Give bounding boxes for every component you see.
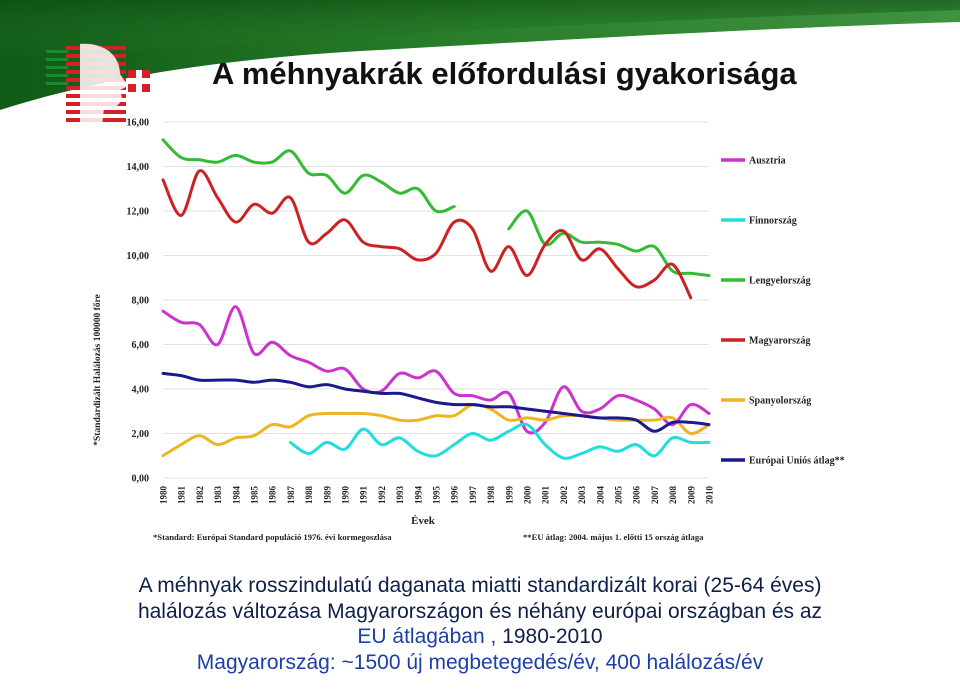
series-line [161, 371, 711, 433]
x-tick-label: 2002 [559, 486, 569, 505]
x-tick-label: 1982 [195, 486, 205, 505]
x-tick-label: 1980 [159, 486, 169, 505]
caption-line: Magyarország: ~1500 új megbetegedés/év, … [196, 650, 764, 674]
series-line [288, 422, 711, 460]
x-tick-label: 1993 [395, 486, 405, 505]
caption-line: A méhnyak rosszindulatú daganata miatti … [138, 574, 822, 597]
series-line [507, 209, 711, 277]
x-tick-label: 1981 [177, 486, 187, 505]
series-line [161, 402, 711, 458]
logo [46, 43, 150, 126]
legend-label: Magyarország [749, 336, 810, 347]
x-tick-label: 1995 [432, 486, 442, 505]
y-axis: 0,00 2,00 4,00 6,00 8,00 10,00 12,00 14,00 16,00 [127, 118, 709, 485]
caption: A méhnyak rosszindulatú daganata miatti … [0, 573, 960, 675]
legend-label: Finnország [749, 216, 797, 227]
y-tick-label: 0,00 [132, 474, 150, 485]
x-tick-label: 1991 [359, 486, 369, 505]
line-chart: 0,00 2,00 4,00 6,00 8,00 10,00 12,00 14,00 16,00… [93, 118, 845, 543]
x-tick-label: 1987 [286, 486, 296, 505]
legend-label: Spanyolország [749, 396, 811, 407]
x-tick-label: 2006 [632, 486, 642, 505]
x-tick-label: 2001 [541, 486, 551, 505]
y-tick-label: 4,00 [132, 385, 150, 396]
series-line [161, 305, 711, 435]
x-tick-label: 1988 [304, 486, 314, 505]
x-tick-label: 1984 [231, 486, 241, 505]
legend-label: Ausztria [749, 156, 786, 167]
legend: Ausztria Finnország Lengyelország Magyarors… [721, 156, 845, 467]
y-axis-label: *Standardizált Halálozás 100000 főre [93, 294, 103, 446]
x-tick-label: 1989 [322, 486, 332, 505]
x-tick-label: 2004 [595, 486, 605, 505]
series-line [161, 169, 693, 300]
caption-eu-average: EU átlagában , [357, 625, 497, 648]
y-tick-label: 12,00 [127, 207, 150, 218]
caption-line: halálozás változása Magyarországon és né… [137, 599, 823, 623]
x-tick-label: 1999 [504, 486, 514, 505]
x-tick-label: 1985 [250, 486, 260, 505]
y-tick-label: 6,00 [132, 340, 150, 351]
x-tick-label: 1992 [377, 486, 387, 505]
header-banner [0, 0, 960, 115]
x-tick-label: 1986 [268, 486, 278, 505]
x-tick-label: 2008 [668, 486, 678, 505]
x-tick-label: 2003 [577, 486, 587, 505]
x-tick-label: 1996 [450, 486, 460, 505]
caption-period: 1980-2010 [496, 625, 603, 648]
logo-green-stripes [46, 50, 68, 85]
footnote-eu-average: **EU átlag: 2004. május 1. előtti 15 ors… [523, 532, 704, 542]
legend-label: Lengyelország [749, 276, 811, 287]
plot-area [161, 138, 711, 460]
y-tick-label: 14,00 [127, 162, 150, 173]
series-line [161, 138, 456, 214]
x-tick-label: 2007 [650, 486, 660, 505]
x-tick-label: 1994 [413, 486, 423, 505]
y-tick-label: 16,00 [127, 118, 150, 129]
x-tick-label: 2000 [523, 486, 533, 505]
x-tick-label: 1997 [468, 486, 478, 505]
slide-title: A méhnyakrák előfordulási gyakorisága [212, 56, 797, 91]
y-tick-label: 8,00 [132, 296, 150, 307]
x-tick-label: 2009 [686, 486, 696, 505]
x-tick-label: 1998 [486, 486, 496, 505]
logo-face-profile [80, 43, 128, 126]
footnote-standard: *Standard: Európai Standard populáció 19… [153, 532, 392, 542]
x-tick-label: 1983 [213, 486, 223, 505]
x-axis-label: Évek [411, 515, 436, 527]
x-axis: 1980 1981 1982 1983 1984 1985 1986 1987 1988 1989… [159, 486, 715, 505]
y-tick-label: 10,00 [127, 251, 150, 262]
legend-label: Európai Uniós átlag** [749, 456, 845, 467]
y-tick-label: 2,00 [132, 429, 150, 440]
caption-line: EU átlagában , 1980-2010 [0, 624, 960, 650]
x-tick-label: 2010 [705, 486, 715, 505]
x-tick-label: 2005 [614, 486, 624, 505]
x-tick-label: 1990 [341, 486, 351, 505]
